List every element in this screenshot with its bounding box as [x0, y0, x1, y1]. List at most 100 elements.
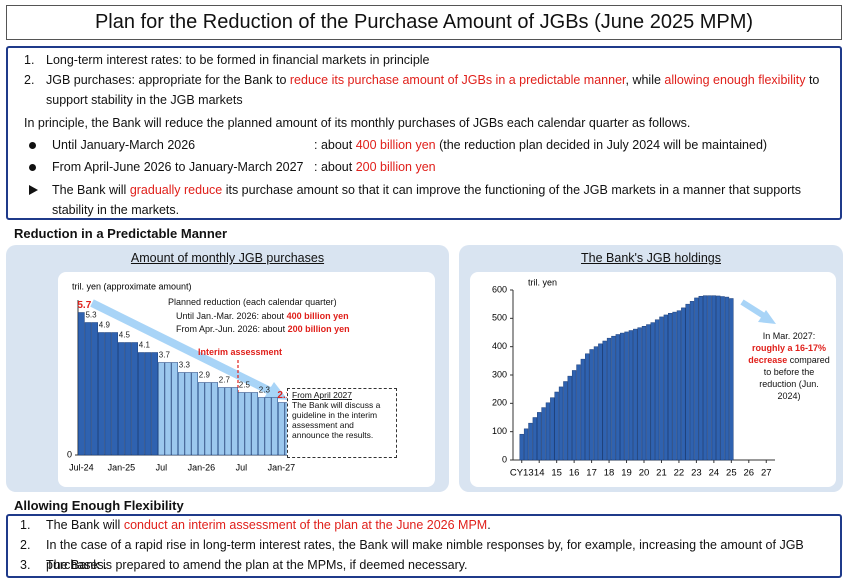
bar — [131, 342, 138, 456]
x-tick-label: Jul — [156, 462, 168, 472]
arrow-head — [758, 310, 776, 324]
bar — [541, 407, 546, 461]
bar — [611, 335, 616, 461]
plan-intro: In principle, the Bank will reduce the p… — [24, 116, 691, 130]
x-tick-label: 20 — [639, 468, 650, 479]
bar — [78, 312, 85, 456]
bar — [707, 295, 712, 461]
text-segment: : about — [314, 160, 356, 174]
bar — [278, 402, 285, 456]
bar — [676, 310, 682, 461]
text-segment: In the case of a rapid rise in long-term… — [46, 538, 804, 572]
bar — [523, 428, 529, 461]
text-segment: . — [487, 518, 491, 532]
bar — [124, 342, 132, 456]
bullet-label: From April-June 2026 to January-March 20… — [52, 160, 304, 174]
bar — [251, 392, 258, 456]
bar — [138, 352, 145, 456]
bar — [672, 311, 677, 461]
arrow-bullet — [29, 185, 38, 195]
bar — [164, 362, 172, 456]
plan-item: Long-term interest rates: to be formed i… — [46, 50, 826, 70]
bar — [724, 296, 730, 461]
bar — [606, 337, 612, 461]
note-box: From April 2027 The Bank will discuss a … — [287, 388, 397, 458]
trend-arrow — [90, 299, 272, 395]
bar — [576, 364, 581, 461]
text-segment: The Bank will — [52, 183, 130, 197]
bar — [550, 397, 555, 461]
text-segment: Until Jan.-Mar. 2026: about — [176, 311, 287, 321]
bar — [663, 314, 669, 461]
bar — [158, 362, 165, 456]
text-segment: to support stability in the JGB markets — [46, 73, 820, 107]
bar — [91, 322, 98, 456]
bar — [702, 295, 708, 461]
bar — [654, 319, 660, 461]
bar — [118, 342, 125, 456]
x-tick-label: 24 — [709, 468, 720, 479]
flex-item: In the case of a rapid rise in long-term… — [46, 535, 836, 575]
x-tick-label: 22 — [674, 468, 685, 479]
bar — [244, 392, 252, 456]
arrow-head — [264, 382, 288, 400]
y-tick-label: 0 — [502, 454, 507, 464]
bar — [694, 297, 699, 461]
x-tick-label: 14 — [534, 468, 545, 479]
text-segment: Long-term interest rates: to be formed i… — [46, 53, 430, 67]
bar — [271, 397, 278, 456]
bar — [204, 382, 212, 456]
x-tick-label: 26 — [744, 468, 755, 479]
bullet-text: : about 400 billion yen (the reduction p… — [314, 135, 834, 155]
plan-note: The Bank will gradually reduce its purch… — [52, 180, 832, 220]
y-tick-label: 100 — [492, 426, 507, 436]
bar — [558, 386, 564, 461]
text-segment: The Bank will — [46, 518, 124, 532]
bar — [698, 295, 703, 461]
section-title: Reduction in a Predictable Manner — [14, 226, 228, 241]
bar — [545, 402, 551, 461]
text-segment: : about — [314, 138, 356, 152]
y-tick-label: 500 — [492, 313, 507, 323]
text-segment: , while — [625, 73, 665, 87]
bar — [171, 362, 178, 456]
bar — [184, 372, 192, 456]
text-segment: conduct an interim assessment of the pla… — [123, 518, 488, 532]
value-label: 4.5 — [119, 331, 131, 340]
text-segment: JGB purchases: appropriate for the Bank … — [46, 73, 290, 87]
item-number: 1. — [24, 53, 35, 67]
bar — [598, 343, 603, 461]
chart-title: Amount of monthly JGB purchases — [130, 251, 325, 265]
trend-arrow — [740, 299, 766, 319]
bar — [602, 340, 607, 461]
y-tick-label: 300 — [492, 369, 507, 379]
bar — [637, 327, 642, 461]
bar — [619, 332, 625, 461]
text-segment: 400 billion yen — [286, 311, 349, 321]
bar — [668, 312, 673, 461]
bullet — [29, 142, 36, 149]
value-label: 2.5 — [239, 381, 251, 390]
flex-box — [6, 514, 842, 578]
bar — [585, 353, 590, 461]
bar — [720, 296, 725, 461]
bar — [198, 382, 205, 456]
y-tick-label: 200 — [492, 398, 507, 408]
note-title: From April 2027 — [292, 390, 352, 400]
bar — [628, 330, 634, 461]
x-tick-label: 15 — [551, 468, 562, 479]
bar — [593, 346, 599, 461]
value-label: 5.3 — [85, 311, 97, 320]
bullet — [29, 164, 36, 171]
value-label: 4.9 — [99, 321, 111, 330]
bar — [84, 322, 92, 456]
y-axis-label: tril. yen — [528, 277, 557, 287]
value-label: 3.3 — [179, 361, 191, 370]
bar — [659, 316, 664, 461]
bar — [98, 332, 105, 456]
y-axis-label: tril. yen (approximate amount) — [72, 281, 192, 291]
bar — [689, 301, 695, 461]
x-tick-label: 18 — [604, 468, 615, 479]
